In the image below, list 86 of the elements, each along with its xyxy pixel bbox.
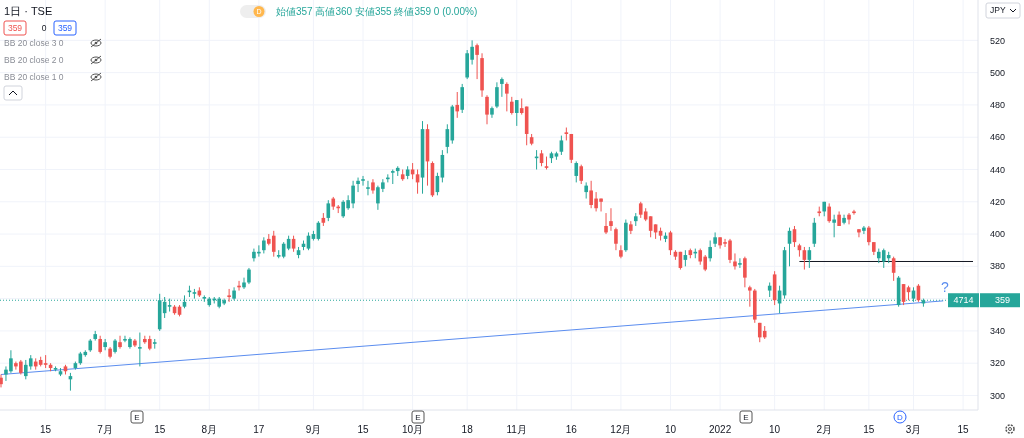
y-tick-label: 520 <box>990 35 1006 46</box>
annotation: 0 <box>41 22 47 33</box>
candlestick <box>227 288 231 303</box>
y-tick-label: 500 <box>990 67 1006 78</box>
candlestick <box>881 248 886 269</box>
candlestick <box>138 332 142 367</box>
y-tick-label: 380 <box>990 261 1006 272</box>
annotation: ? <box>941 279 950 295</box>
text: D <box>897 412 904 422</box>
x-tick-label: 15 <box>357 424 370 435</box>
text: E <box>415 412 421 422</box>
x-tick-label: 11月 <box>506 424 527 435</box>
candlestick <box>832 214 836 238</box>
candlestick <box>371 178 375 195</box>
candlestick <box>485 94 489 125</box>
candlestick <box>708 240 712 262</box>
y-tick-label: 340 <box>990 326 1006 337</box>
candlestick <box>271 230 276 258</box>
y-tick-label: 440 <box>990 164 1006 175</box>
candlestick <box>574 160 579 183</box>
y-tick-label: 400 <box>990 229 1006 240</box>
candlestick <box>847 212 851 225</box>
candlestick <box>505 81 509 112</box>
x-tick-label: 15 <box>863 424 875 435</box>
annotation: BB 20 close 1 0 <box>4 71 64 82</box>
candlestick <box>862 225 866 235</box>
annotation: 4714 <box>953 295 974 306</box>
annotation: 359 <box>7 22 23 33</box>
x-tick-label: 7月 <box>97 424 113 435</box>
x-tick-label: 17 <box>253 424 265 435</box>
candlestick <box>614 227 618 251</box>
candlestick <box>475 43 479 80</box>
candlestick <box>514 99 519 127</box>
x-tick-label: 10 <box>664 424 677 435</box>
candlestick <box>867 225 871 246</box>
candlestick <box>609 207 613 232</box>
candlestick <box>579 164 584 185</box>
y-tick-label: 320 <box>990 358 1006 369</box>
x-tick-label: 9月 <box>305 424 322 435</box>
x-tick-label: 12月 <box>610 424 632 435</box>
candlestick <box>460 83 464 114</box>
x-tick-label: 2月 <box>816 424 833 435</box>
y-tick-label: 460 <box>990 132 1006 143</box>
annotation: 359 <box>57 22 73 33</box>
candlestick <box>118 335 122 350</box>
x-tick-label: 15 <box>154 424 166 435</box>
x-tick-label: 10 <box>769 424 781 435</box>
x-tick-label: 18 <box>461 424 474 435</box>
x-tick-label: 2022 <box>708 424 732 435</box>
candlestick <box>495 81 499 109</box>
candlestick <box>133 338 137 348</box>
candlestick <box>748 285 752 308</box>
text: 359 <box>995 295 1011 306</box>
candlestick <box>356 177 360 193</box>
candlestick <box>500 76 504 98</box>
annotation: BB 20 close 3 0 <box>4 37 64 48</box>
x-tick-label: 8月 <box>201 424 218 435</box>
candlestick <box>0 373 3 388</box>
candlestick <box>827 202 831 224</box>
candlestick <box>738 257 742 269</box>
candlestick <box>604 212 608 235</box>
candlestick <box>361 175 365 187</box>
text: E <box>134 412 140 422</box>
x-tick-label: 15 <box>40 424 52 435</box>
candlestick <box>733 252 737 271</box>
y-tick-label: 420 <box>990 196 1006 207</box>
candlestick <box>852 209 856 216</box>
x-tick-label: 16 <box>565 424 578 435</box>
text: 1日 · TSE <box>4 5 53 17</box>
candlestick <box>857 228 861 238</box>
candlestick <box>455 91 460 119</box>
candlestick <box>366 180 370 196</box>
y-tick-label: 300 <box>990 390 1006 401</box>
text: E <box>743 412 749 422</box>
candlestick <box>242 277 246 290</box>
x-tick-label: 10月 <box>402 424 424 435</box>
x-tick-label: 15 <box>957 424 970 435</box>
annotation: BB 20 close 2 0 <box>4 54 64 65</box>
candlestick <box>619 244 623 259</box>
annotation: 始値357 高値360 安値355 終値359 0 (0.00%) <box>276 6 478 17</box>
candlestick <box>743 256 747 288</box>
x-tick-label: 3月 <box>905 424 922 435</box>
candlestick <box>713 231 717 248</box>
y-tick-label: 480 <box>990 100 1006 111</box>
text: JPY <box>990 5 1006 16</box>
candlestick <box>103 338 107 351</box>
